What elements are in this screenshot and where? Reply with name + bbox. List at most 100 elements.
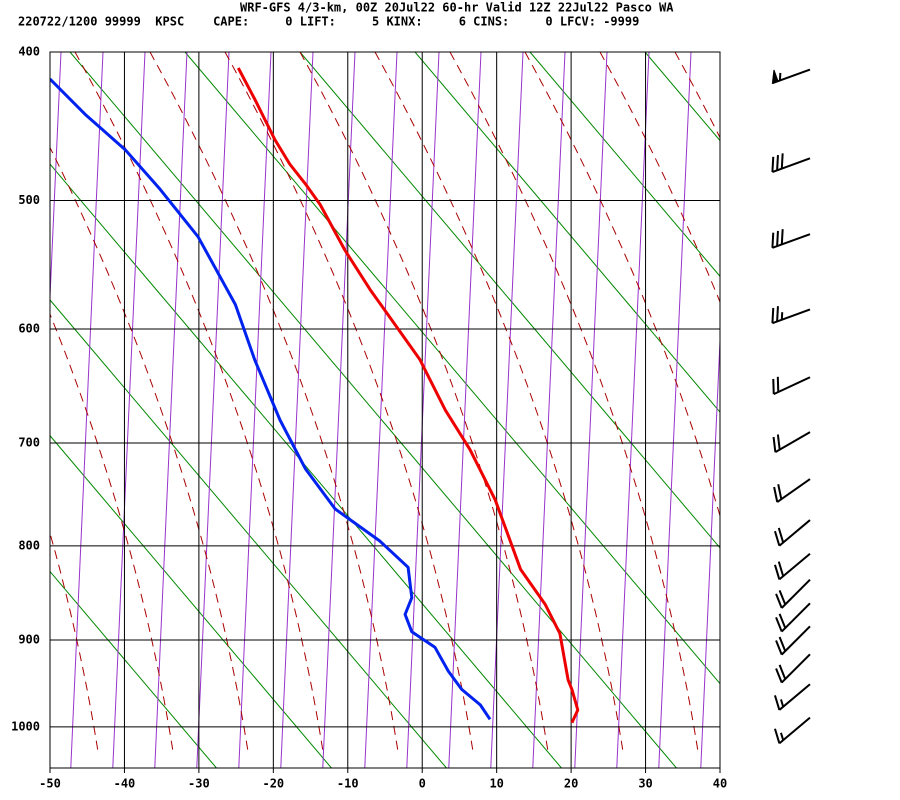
chart-subtitle: 220722/1200 99999 KPSC CAPE: 0 LIFT: 5 K… xyxy=(18,15,639,29)
barb-feather xyxy=(773,728,781,744)
wind-barb xyxy=(771,68,811,85)
wind-barb xyxy=(771,306,811,325)
y-tick-label: 900 xyxy=(18,632,40,646)
x-tick-label: -40 xyxy=(114,777,136,791)
barb-staff xyxy=(778,519,811,547)
isohume xyxy=(0,52,19,768)
background-lines xyxy=(0,52,900,768)
isohume xyxy=(448,52,482,768)
barb-feather xyxy=(780,229,784,245)
barb-feather xyxy=(776,230,779,247)
barb-feather xyxy=(780,153,784,169)
wind-barb xyxy=(773,478,811,503)
moist-adiabat xyxy=(50,312,174,753)
isohume xyxy=(532,52,566,768)
isohume xyxy=(785,52,817,768)
barb-staff xyxy=(774,431,811,453)
isohume xyxy=(364,52,398,768)
wind-barb xyxy=(771,153,811,173)
barb-staff xyxy=(778,552,811,581)
y-tick-label: 800 xyxy=(18,538,40,552)
barb-feather xyxy=(776,306,779,322)
moist-adiabat xyxy=(299,52,549,753)
barb-feather xyxy=(773,530,781,547)
barb-staff xyxy=(781,579,811,609)
barb-feather xyxy=(778,613,787,629)
x-tick-label: -30 xyxy=(188,777,210,791)
wind-barb xyxy=(775,653,811,684)
wind-barb xyxy=(772,431,811,453)
barb-staff xyxy=(772,233,811,249)
isohume xyxy=(238,52,272,768)
barb-staff xyxy=(776,478,811,503)
barb-pennant xyxy=(771,69,779,84)
wind-barb xyxy=(772,376,811,396)
barb-feather xyxy=(778,589,787,605)
isohume xyxy=(112,52,146,768)
chart-title: WRF-GFS 4/3-km, 00Z 20Jul22 60-hr Valid … xyxy=(240,1,674,15)
dry-adiabat xyxy=(50,570,217,768)
barb-feather xyxy=(775,617,783,632)
y-tick-label: 400 xyxy=(18,45,40,59)
dry-adiabat xyxy=(50,434,332,768)
isohume xyxy=(50,52,62,308)
x-tick-label: -50 xyxy=(39,777,61,791)
y-tick-label: 1000 xyxy=(11,719,40,733)
x-tick-label: 0 xyxy=(419,777,426,791)
barb-feather xyxy=(773,564,781,580)
x-tick-label: 20 xyxy=(564,777,578,791)
wind-barb xyxy=(773,716,811,745)
moist-adiabat xyxy=(50,531,99,753)
barb-staff xyxy=(772,157,811,173)
x-tick-label: -20 xyxy=(262,777,284,791)
isohume xyxy=(154,52,188,768)
barb-feather xyxy=(777,484,783,500)
x-tick-label: 40 xyxy=(713,777,727,791)
barb-feather xyxy=(775,640,783,656)
y-tick-label: 600 xyxy=(18,321,40,335)
dry-adiabat xyxy=(760,52,900,768)
profile-line xyxy=(236,67,580,724)
dry-adiabat xyxy=(50,299,447,768)
barb-staff xyxy=(781,625,811,656)
isohume xyxy=(616,52,650,768)
isohume xyxy=(490,52,524,768)
x-tick-label: -10 xyxy=(337,777,359,791)
profiles xyxy=(50,67,580,724)
x-tick-label: 10 xyxy=(489,777,503,791)
barb-feather xyxy=(778,636,787,652)
barb-feather xyxy=(772,436,777,453)
barb-feather xyxy=(771,156,775,173)
isohume xyxy=(658,52,692,768)
profile-line xyxy=(50,77,492,721)
dry-adiabat xyxy=(875,52,900,768)
moist-adiabat xyxy=(674,52,720,139)
barb-feather xyxy=(778,664,787,680)
barb-staff xyxy=(778,683,811,711)
wind-barb xyxy=(775,625,811,656)
barb-staff xyxy=(781,653,811,684)
x-tick-label: 30 xyxy=(638,777,652,791)
dry-adiabat xyxy=(414,52,720,413)
isohume xyxy=(70,52,104,768)
barb-half xyxy=(780,699,785,708)
barb-half xyxy=(780,732,785,741)
isohume xyxy=(196,52,230,768)
wind-barb xyxy=(775,579,811,609)
barb-feather xyxy=(775,668,783,683)
barb-feather xyxy=(777,527,785,543)
wind-barb xyxy=(773,552,811,581)
barb-staff xyxy=(772,68,811,85)
barb-feather xyxy=(771,307,775,324)
isohume xyxy=(574,52,608,768)
moist-adiabat xyxy=(599,52,720,304)
isohume xyxy=(280,52,314,768)
barb-staff xyxy=(781,602,811,633)
barb-feather xyxy=(773,486,779,503)
moist-adiabat xyxy=(825,52,900,752)
barb-staff xyxy=(772,308,811,325)
barb-feather xyxy=(776,155,779,171)
